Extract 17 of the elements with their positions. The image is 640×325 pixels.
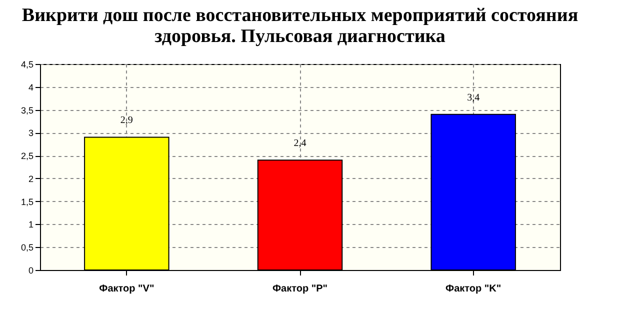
y-tick-label: 2,5 bbox=[20, 151, 34, 162]
data-label: 2,9 bbox=[120, 115, 133, 126]
chart-title: Викрити дош после восстановительных мероприятий состояния здоровья. Пульсовая диагностика bbox=[22, 5, 578, 47]
y-tick-label: 4,5 bbox=[20, 60, 34, 70]
data-label: 3,4 bbox=[467, 92, 480, 104]
y-tick-label: 1,5 bbox=[20, 196, 34, 207]
y-tick-label: 3,5 bbox=[20, 105, 34, 116]
data-label: 2,4 bbox=[294, 138, 306, 150]
y-tick-label: 0,5 bbox=[20, 242, 34, 253]
y-tick-label: 0 bbox=[28, 266, 34, 276]
x-tick-label: Фактор "K" bbox=[446, 284, 502, 294]
y-tick-label: 2 bbox=[28, 174, 34, 184]
x-tick-label: Фактор "P" bbox=[272, 284, 328, 294]
x-tick-label: Фактор "V" bbox=[99, 284, 154, 294]
y-tick-label: 4 bbox=[28, 82, 34, 92]
y-tick-label: 1 bbox=[28, 220, 34, 230]
y-tick-label: 3 bbox=[28, 128, 34, 138]
